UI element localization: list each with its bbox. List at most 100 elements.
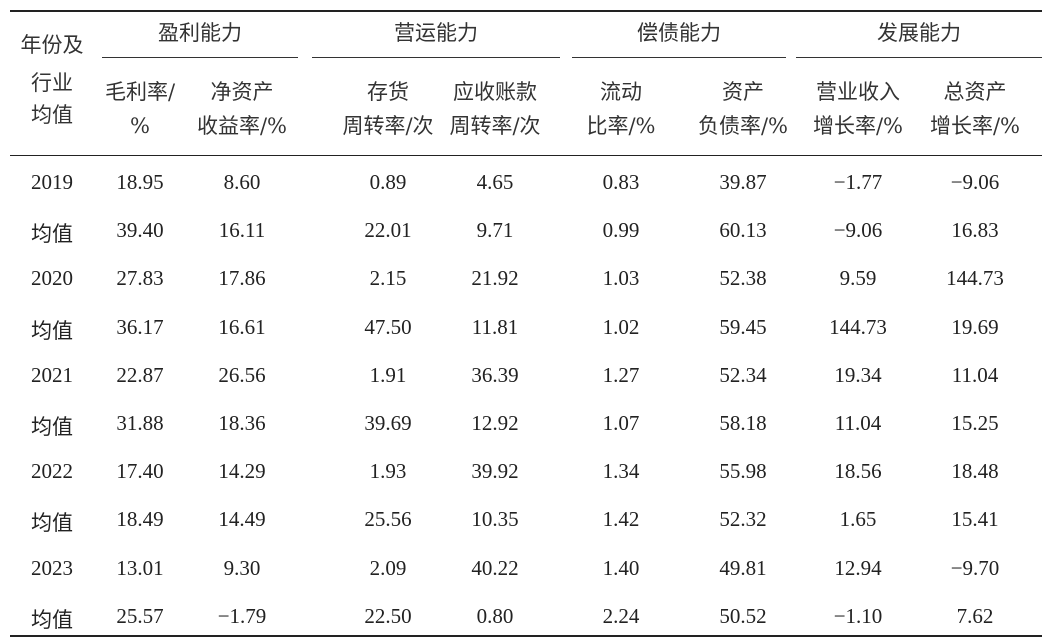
row-label: 2020 [31, 266, 73, 291]
table-cell: 1.93 [369, 459, 407, 484]
column-header-5-line-2: 比率/% [586, 114, 656, 138]
table-cell: 15.41 [951, 507, 999, 532]
group-underline-operating [312, 57, 560, 58]
column-header-2-line-1: 净资产 [210, 80, 274, 104]
group-header-solvency: 偿债能力 [637, 21, 721, 45]
table-cell: 26.56 [218, 362, 266, 387]
table-cell: −9.06 [950, 170, 1000, 194]
header-bottom-rule [10, 155, 1042, 157]
column-header-6-line-1: 资产 [722, 80, 764, 104]
table-cell: 16.61 [218, 314, 266, 339]
column-header-6-line-2: 负债率/% [697, 114, 789, 138]
table-cell: 1.02 [602, 314, 640, 339]
table-cell: 59.45 [719, 314, 767, 339]
table-cell: 11.04 [834, 411, 882, 435]
table-cell: 0.80 [476, 603, 514, 628]
table-cell: 1.91 [369, 362, 407, 387]
column-header-4-line-1: 应收账款 [453, 80, 537, 104]
table-cell: 25.57 [116, 603, 164, 628]
row-label: 均值 [31, 222, 73, 247]
row-label: 2019 [31, 170, 73, 194]
table-cell: 1.42 [602, 507, 640, 532]
table-cell: 22.87 [116, 362, 164, 387]
table-cell: 58.18 [719, 411, 767, 435]
group-underline-growth [796, 57, 1042, 58]
table-cell: 16.83 [951, 218, 999, 243]
corner-header-line-2: 行业 [31, 71, 73, 95]
table-cell: 18.48 [951, 459, 999, 484]
table-cell: 8.60 [223, 170, 261, 194]
table-cell: −1.79 [217, 603, 267, 628]
column-header-2-line-2: 收益率/% [196, 114, 288, 138]
table-bottom-rule [10, 635, 1042, 637]
table-cell: 2.09 [369, 555, 407, 580]
table-cell: 25.56 [364, 507, 412, 532]
table-cell: −9.70 [950, 555, 1000, 580]
row-label: 均值 [31, 511, 73, 536]
column-header-3-line-2: 周转率/次 [342, 114, 434, 138]
table-cell: 2.24 [602, 603, 640, 628]
table-cell: 9.71 [476, 218, 514, 243]
table-cell: 18.95 [116, 170, 164, 194]
table-cell: 11.81 [471, 314, 519, 339]
group-header-profitability: 盈利能力 [158, 21, 242, 45]
table-cell: 18.49 [116, 507, 164, 532]
table-cell: 1.40 [602, 555, 640, 580]
row-label: 均值 [31, 415, 73, 439]
table-cell: −9.06 [833, 218, 883, 243]
row-label: 2022 [31, 459, 73, 484]
table-cell: 39.87 [719, 170, 767, 194]
table-cell: 0.99 [602, 218, 640, 243]
table-cell: 36.39 [471, 362, 519, 387]
table-cell: 1.27 [602, 362, 640, 387]
column-header-4-line-2: 周转率/次 [449, 114, 541, 138]
table-cell: −1.10 [833, 603, 883, 628]
table-cell: 52.38 [719, 266, 767, 291]
group-header-operating: 营运能力 [394, 21, 478, 45]
table-cell: 12.94 [834, 555, 882, 580]
corner-header-line-3: 均值 [31, 103, 73, 127]
table-cell: 47.50 [364, 314, 412, 339]
table-cell: 39.92 [471, 459, 519, 484]
group-underline-profitability [102, 57, 298, 58]
table-cell: 9.59 [839, 266, 877, 291]
table-cell: 0.89 [369, 170, 407, 194]
table-cell: 7.62 [956, 603, 994, 628]
table-cell: 15.25 [951, 411, 999, 435]
table-cell: 13.01 [116, 555, 164, 580]
table-cell: 14.49 [218, 507, 266, 532]
table-cell: 11.04 [951, 362, 999, 387]
table-cell: 4.65 [476, 170, 514, 194]
group-underline-solvency [572, 57, 786, 58]
table-cell: 19.34 [834, 362, 882, 387]
column-header-3-line-1: 存货 [367, 80, 409, 104]
table-cell: 14.29 [218, 459, 266, 484]
table-cell: 39.69 [364, 411, 412, 435]
table-cell: 50.52 [719, 603, 767, 628]
table-cell: 1.65 [839, 507, 877, 532]
table-cell: 12.92 [471, 411, 519, 435]
table-cell: 144.73 [946, 266, 1004, 291]
table-cell: 55.98 [719, 459, 767, 484]
table-cell: 19.69 [951, 314, 999, 339]
table-cell: 1.03 [602, 266, 640, 291]
column-header-1-line-1: 毛利率/ [104, 80, 176, 104]
table-top-rule [10, 10, 1042, 12]
table-cell: 17.86 [218, 266, 266, 291]
table-cell: 0.83 [602, 170, 640, 194]
column-header-7-line-1: 营业收入 [816, 80, 900, 104]
row-label: 均值 [31, 607, 73, 632]
table-cell: 39.40 [116, 218, 164, 243]
row-label: 均值 [31, 318, 73, 343]
table-cell: 40.22 [471, 555, 519, 580]
column-header-5-line-1: 流动 [600, 80, 642, 104]
financial-ratios-table: 年份及 行业 均值 盈利能力 营运能力 偿债能力 发展能力 毛利率/% 净资产 收益… [10, 10, 1042, 637]
table-cell: 21.92 [471, 266, 519, 291]
table-cell: 27.83 [116, 266, 164, 291]
table-cell: 18.56 [834, 459, 882, 484]
table-cell: 60.13 [719, 218, 767, 243]
table-cell: 31.88 [116, 411, 164, 435]
table-cell: 18.36 [218, 411, 266, 435]
table-cell: 22.50 [364, 603, 412, 628]
row-label: 2023 [31, 555, 73, 580]
